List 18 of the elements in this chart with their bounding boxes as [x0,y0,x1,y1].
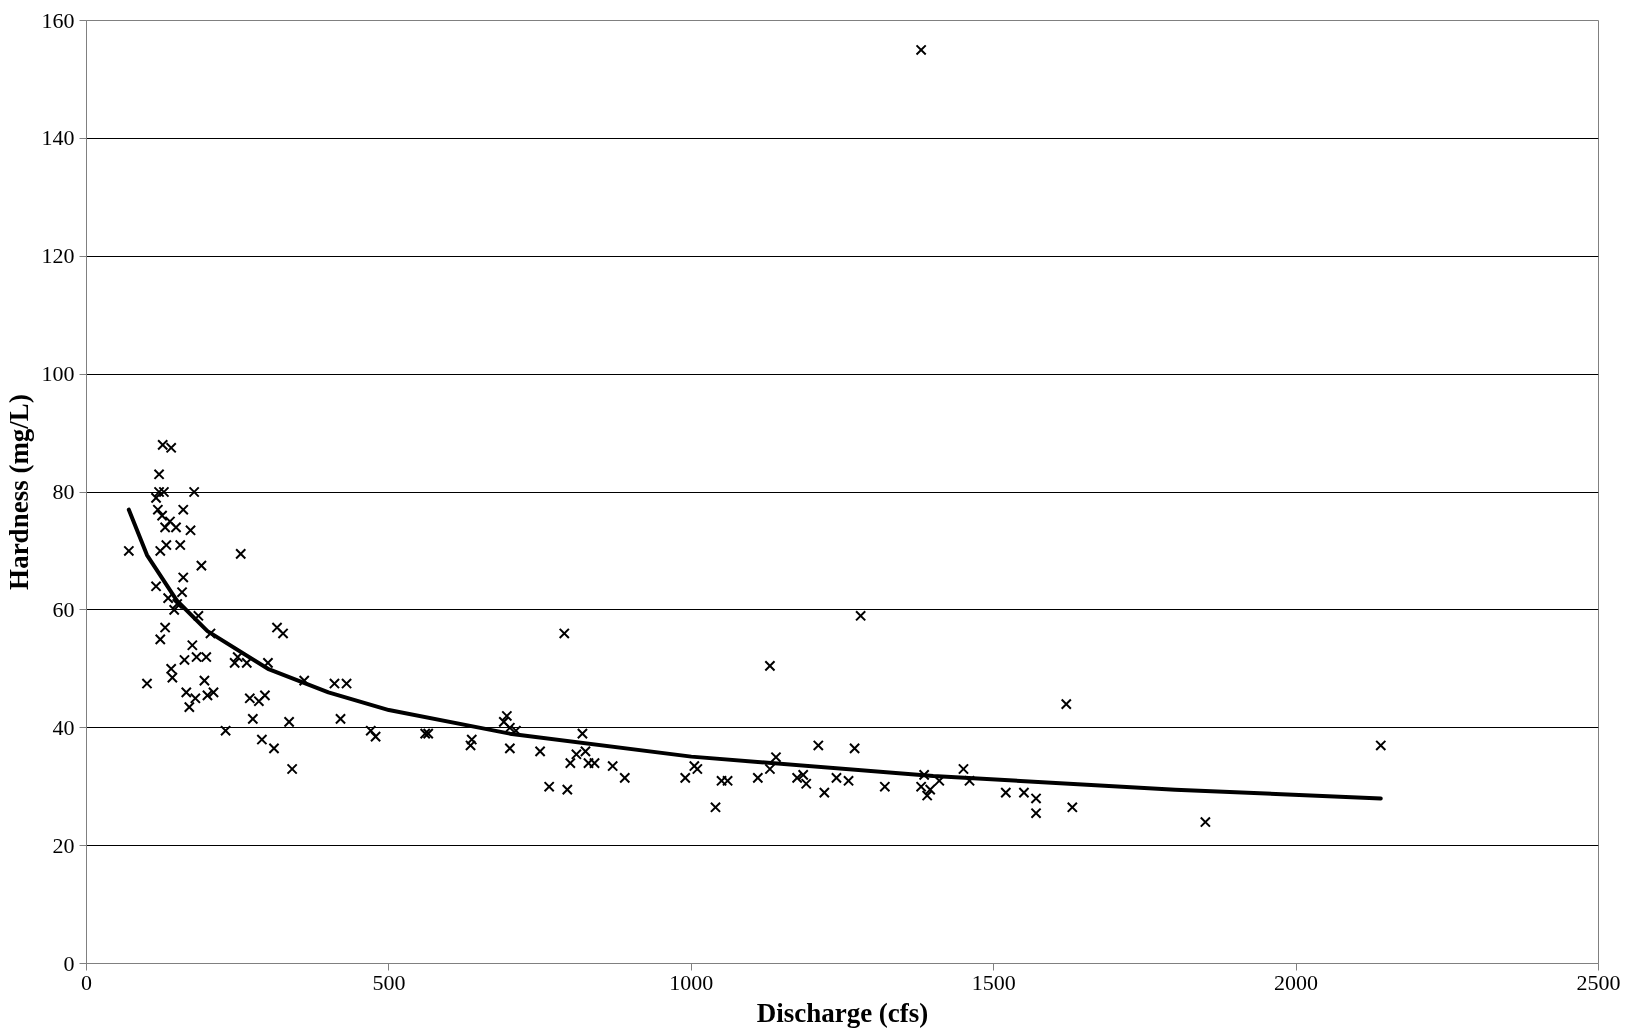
y-tick-label: 20 [52,832,75,858]
y-tick-label: 160 [41,7,75,33]
y-tick-label: 100 [41,361,75,387]
y-tick-label: 140 [41,125,75,151]
x-tick-label: 1000 [669,969,714,995]
x-tick-label: 1500 [971,969,1016,995]
x-tick-label: 2000 [1274,969,1319,995]
x-tick-label: 0 [81,969,92,995]
y-tick-label: 60 [52,596,75,622]
x-tick-label: 500 [372,969,406,995]
y-axis-title: Hardness (mg/L) [3,394,34,590]
x-axis-title: Discharge (cfs) [756,997,929,1028]
y-tick-label: 120 [41,243,75,269]
line-series [126,507,1383,801]
y-tick-label: 40 [52,714,75,740]
y-tick-label: 0 [63,950,75,976]
y-tick-label: 80 [52,479,75,504]
x-tick-label: 2500 [1576,969,1621,995]
